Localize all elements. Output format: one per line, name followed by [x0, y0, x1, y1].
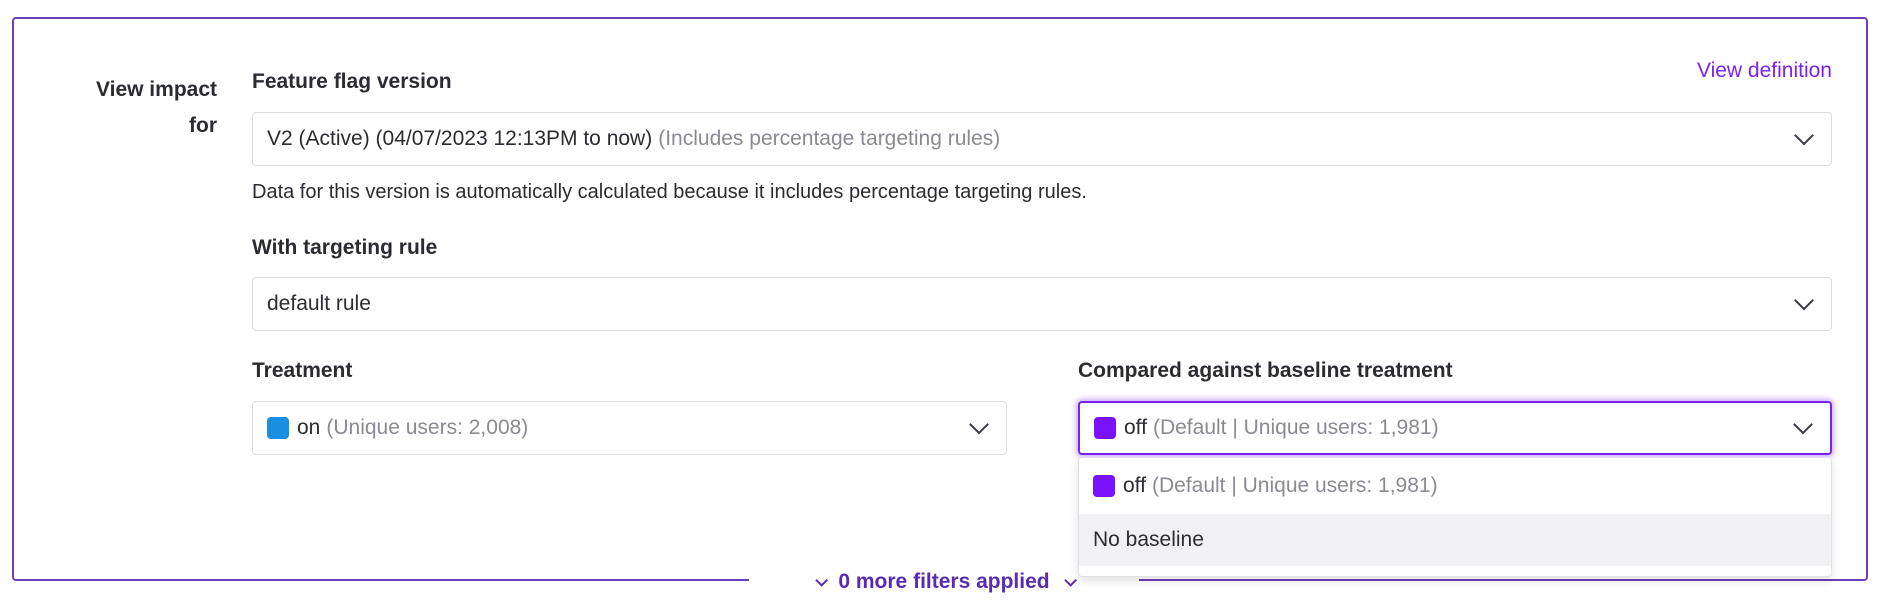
- option-note: (Default | Unique users: 1,981): [1151, 474, 1438, 497]
- treatment-select[interactable]: on (Unique users: 2,008): [252, 401, 1007, 455]
- dropdown-option-off[interactable]: off (Default | Unique users: 1,981): [1079, 458, 1831, 514]
- view-impact-label: View impact for: [96, 72, 217, 144]
- baseline-color-swatch: [1094, 417, 1116, 439]
- value-note: (Includes percentage targeting rules): [658, 127, 1001, 150]
- feature-flag-version-select[interactable]: V2 (Active) (04/07/2023 12:13PM to now) …: [252, 112, 1832, 166]
- baseline-select[interactable]: off (Default | Unique users: 1,981): [1078, 401, 1832, 455]
- selected-value: on: [297, 416, 321, 439]
- targeting-rule-select[interactable]: default rule: [252, 277, 1832, 331]
- treatment-label: Treatment: [252, 359, 353, 382]
- more-filters-label: 0 more filters applied: [838, 570, 1050, 593]
- targeting-rule-label: With targeting rule: [252, 236, 438, 259]
- view-definition-link[interactable]: View definition: [1696, 59, 1832, 82]
- chevron-down-icon: [1793, 414, 1813, 435]
- baseline-label: Compared against baseline treatment: [1078, 359, 1453, 382]
- value-note: (Default | Unique users: 1,981): [1152, 416, 1439, 439]
- more-filters-toggle[interactable]: 0 more filters applied: [749, 567, 1139, 597]
- treatment-color-swatch: [267, 417, 289, 439]
- dropdown-option-no-baseline[interactable]: No baseline: [1079, 514, 1831, 566]
- feature-flag-version-label: Feature flag version: [252, 70, 452, 93]
- chevron-down-icon: [1794, 125, 1814, 146]
- chevron-down-icon: [1794, 290, 1814, 311]
- off-color-swatch: [1093, 475, 1115, 497]
- option-value: off: [1123, 474, 1146, 497]
- option-value: No baseline: [1093, 528, 1204, 551]
- selected-value: default rule: [267, 292, 371, 315]
- view-impact-line-1: View impact: [96, 78, 217, 101]
- chevron-down-icon: [969, 414, 989, 435]
- view-impact-line-2: for: [189, 114, 217, 137]
- value-note: (Unique users: 2,008): [326, 416, 529, 439]
- selected-value: off: [1124, 416, 1147, 439]
- version-help-text: Data for this version is automatically c…: [252, 181, 1087, 203]
- selected-value: V2 (Active) (04/07/2023 12:13PM to now): [267, 127, 653, 150]
- baseline-dropdown-menu: off (Default | Unique users: 1,981) No b…: [1078, 457, 1832, 577]
- chevron-down-icon: [1063, 573, 1077, 587]
- chevron-down-icon: [815, 573, 829, 587]
